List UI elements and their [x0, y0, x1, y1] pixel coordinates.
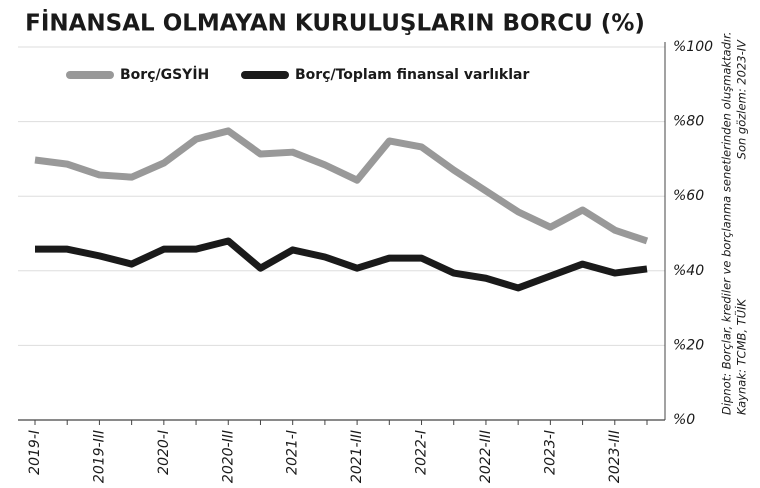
- y-tick-label: %100: [673, 39, 713, 55]
- x-tick-label: 2019-III: [91, 430, 107, 483]
- x-tick-label: 2022-III: [478, 430, 494, 483]
- y-tick-label: %60: [673, 188, 704, 204]
- y-tick-label: %0: [673, 412, 695, 428]
- footnote: Son gözlem: 2023-IV: [735, 39, 749, 159]
- x-tick-label: 2021-I: [285, 430, 301, 475]
- footnote: Dipnot: Borçlar, krediler ve borçlanma s…: [720, 32, 734, 415]
- x-tick-label: 2022-I: [414, 430, 430, 475]
- x-tick-label: 2021-III: [349, 430, 365, 483]
- x-tick-label: 2019-I: [27, 430, 43, 475]
- y-tick-label: %80: [673, 114, 704, 130]
- legend-label: Borç/GSYİH: [120, 66, 209, 83]
- y-tick-label: %40: [673, 263, 704, 279]
- data-line: [35, 237, 648, 292]
- chart-title: FİNANSAL OLMAYAN KURULUŞLARIN BORCU (%): [25, 9, 645, 37]
- x-tick-label: 2020-III: [220, 430, 236, 483]
- footnote: Kaynak: TCMB, TÜİK: [733, 297, 749, 415]
- x-tick-label: 2020-I: [156, 430, 172, 475]
- x-tick-label: 2023-I: [542, 430, 558, 475]
- y-tick-label: %20: [673, 337, 704, 353]
- x-tick-label: 2023-III: [607, 430, 623, 483]
- legend-label: Borç/Toplam finansal varlıklar: [295, 67, 529, 83]
- data-line: [34, 127, 649, 245]
